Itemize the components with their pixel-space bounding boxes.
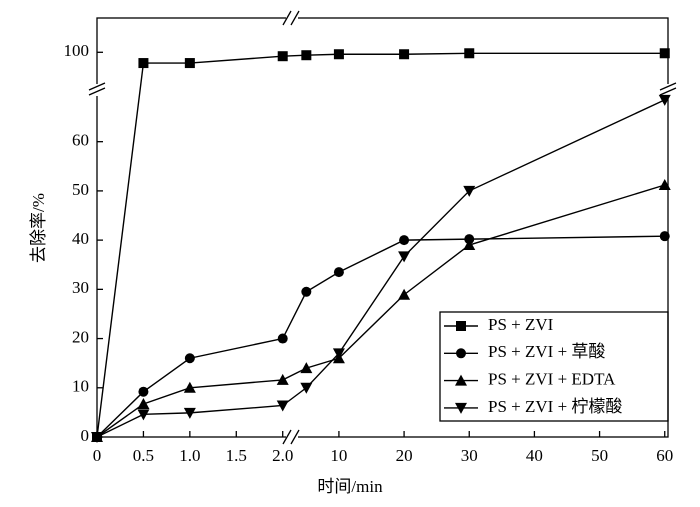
marker bbox=[184, 353, 195, 364]
marker bbox=[333, 267, 344, 278]
marker bbox=[463, 239, 476, 251]
y-tick-label: 10 bbox=[72, 377, 89, 396]
marker bbox=[658, 94, 671, 106]
y-tick-label: 0 bbox=[81, 426, 90, 445]
x-tick-label: 0 bbox=[93, 446, 102, 465]
marker bbox=[455, 374, 467, 386]
x-tick-label: 2.0 bbox=[272, 446, 293, 465]
x-tick-label: 1.0 bbox=[179, 446, 200, 465]
x-axis-title: 时间/min bbox=[317, 477, 383, 496]
plot-frame bbox=[96, 17, 669, 438]
marker bbox=[455, 402, 467, 414]
marker bbox=[464, 48, 475, 59]
marker bbox=[137, 409, 150, 421]
x-tick-label: 0.5 bbox=[133, 446, 154, 465]
marker bbox=[333, 49, 344, 60]
x-tick-label: 30 bbox=[461, 446, 478, 465]
break-marks bbox=[88, 10, 677, 445]
x-tick-label: 50 bbox=[591, 446, 608, 465]
y-axis-title: 去除率/% bbox=[29, 193, 48, 263]
marker bbox=[659, 48, 670, 59]
marker bbox=[332, 348, 345, 360]
y-tick-label: 60 bbox=[72, 131, 89, 150]
marker bbox=[398, 288, 411, 300]
marker bbox=[659, 231, 670, 242]
marker bbox=[183, 407, 196, 419]
marker bbox=[276, 400, 289, 412]
marker bbox=[398, 251, 411, 263]
legend: PS + ZVI PS + ZVI + 草酸 PS + ZVI + EDTA PS +… bbox=[439, 311, 669, 422]
marker bbox=[301, 50, 312, 61]
marker bbox=[184, 58, 195, 69]
legend-label: PS + ZVI bbox=[488, 315, 554, 334]
y-tick-label: 50 bbox=[72, 180, 89, 199]
y-tick-label: 20 bbox=[72, 327, 89, 346]
marker bbox=[91, 432, 103, 443]
marker bbox=[399, 235, 410, 246]
y-tick-label: 30 bbox=[72, 278, 89, 297]
x-tick-label: 40 bbox=[526, 446, 543, 465]
marker bbox=[456, 348, 466, 359]
marker bbox=[138, 58, 149, 69]
marker bbox=[301, 286, 312, 297]
x-tick-label: 1.5 bbox=[226, 446, 247, 465]
y-tick-label: 100 bbox=[64, 41, 90, 60]
marker bbox=[137, 398, 150, 410]
marker bbox=[463, 185, 476, 197]
legend-label: PS + ZVI + 柠檬酸 bbox=[488, 397, 622, 416]
marker bbox=[138, 386, 149, 397]
marker bbox=[277, 333, 288, 344]
marker bbox=[300, 382, 313, 394]
marker bbox=[276, 373, 289, 385]
x-tick-label: 60 bbox=[656, 446, 673, 465]
marker bbox=[277, 51, 288, 62]
marker bbox=[399, 49, 410, 60]
marker bbox=[300, 362, 313, 374]
marker bbox=[183, 381, 196, 393]
x-tick-label: 20 bbox=[396, 446, 413, 465]
x-tick-label: 10 bbox=[330, 446, 347, 465]
marker bbox=[456, 321, 466, 331]
marker bbox=[658, 178, 671, 190]
y-tick-label: 40 bbox=[72, 229, 89, 248]
legend-label: PS + ZVI + EDTA bbox=[488, 370, 616, 389]
legend-label: PS + ZVI + 草酸 bbox=[488, 342, 605, 361]
